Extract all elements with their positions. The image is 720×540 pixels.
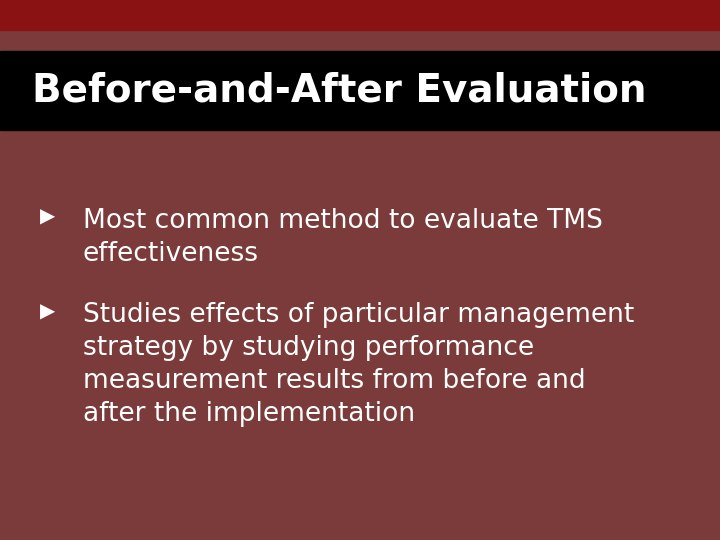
Bar xyxy=(0,0,720,30)
Text: Studies effects of particular management
strategy by studying performance
measur: Studies effects of particular management… xyxy=(83,302,634,427)
Text: ▶: ▶ xyxy=(40,208,55,227)
Text: Before-and-After Evaluation: Before-and-After Evaluation xyxy=(32,71,647,110)
Bar xyxy=(0,51,720,130)
Text: ▶: ▶ xyxy=(40,302,55,321)
Text: Most common method to evaluate TMS
effectiveness: Most common method to evaluate TMS effec… xyxy=(83,208,603,267)
